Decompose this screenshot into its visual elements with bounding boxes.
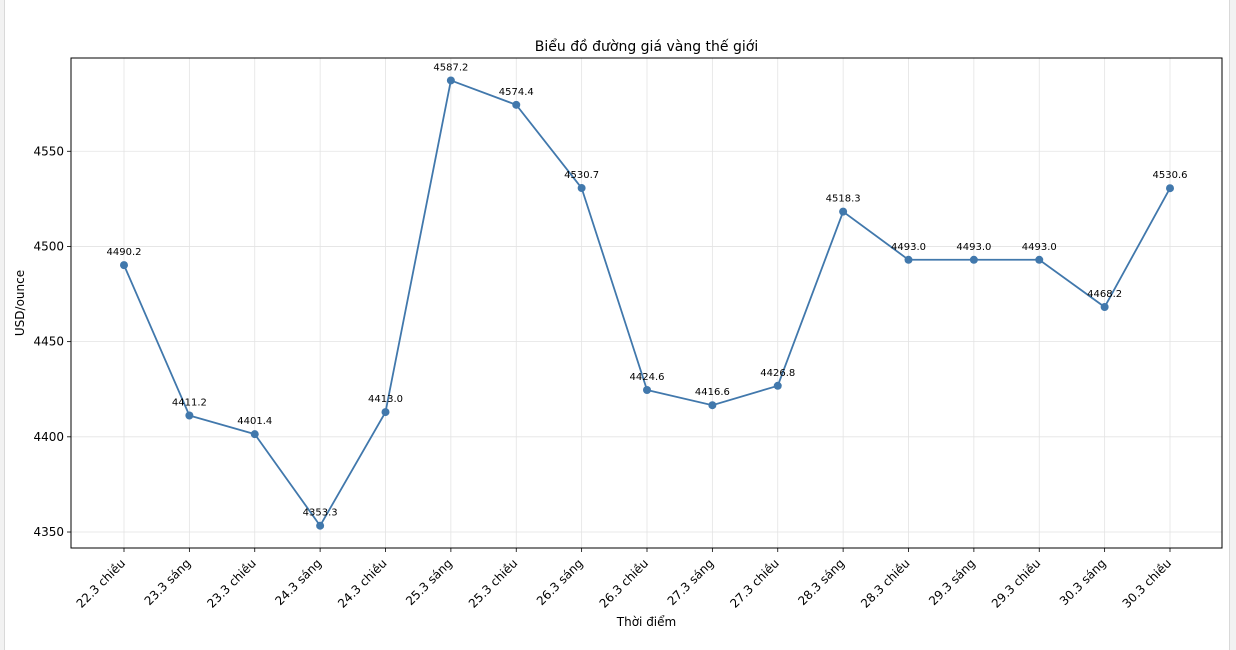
- x-tick-label: 26.3 chiều: [597, 556, 651, 610]
- x-tick-label: 24.3 sáng: [272, 556, 324, 608]
- data-point: [185, 411, 194, 420]
- grid-lines: [71, 58, 1222, 548]
- x-tick-label: 30.3 sáng: [1057, 556, 1109, 608]
- data-label: 4490.2: [107, 247, 142, 258]
- x-tick-label: 29.3 chiều: [989, 556, 1043, 610]
- chart-title: Biểu đồ đường giá vàng thế giới: [535, 38, 758, 55]
- x-tick-label: 26.3 sáng: [534, 556, 586, 608]
- data-point: [904, 255, 913, 264]
- x-tick-label: 24.3 chiều: [335, 556, 389, 610]
- data-point: [1100, 302, 1109, 311]
- x-tick-label: 28.3 sáng: [795, 556, 847, 608]
- data-point: [446, 76, 455, 85]
- data-point: [708, 401, 717, 410]
- data-point: [316, 521, 325, 530]
- data-label: 4493.0: [956, 242, 991, 253]
- data-point: [1166, 184, 1174, 193]
- x-axis-ticks: 22.3 chiều 23.3 sáng 23.3 chiều 24.3 sáng 24…: [74, 548, 1174, 611]
- y-tick-label: 4350: [33, 525, 64, 539]
- data-label: 4530.7: [564, 170, 599, 181]
- data-label: 4411.2: [172, 398, 207, 409]
- x-tick-label: 23.3 sáng: [142, 556, 194, 608]
- data-label: 4530.6: [1153, 170, 1188, 181]
- data-point: [512, 100, 521, 109]
- data-point: [250, 430, 259, 439]
- x-tick-label: 23.3 chiều: [204, 556, 258, 610]
- y-tick-label: 4550: [33, 144, 64, 158]
- y-tick-label: 4500: [33, 239, 64, 253]
- data-point: [969, 255, 978, 264]
- data-point: [1035, 255, 1044, 264]
- data-label: 4401.4: [237, 416, 272, 427]
- y-axis-ticks: 4350 4400 4450 4500 4550: [33, 144, 71, 539]
- data-label: 4424.6: [630, 372, 665, 383]
- data-labels: 4490.2 4411.2 4401.4 4353.3 4413.0 4587.2 4574…: [107, 62, 1188, 518]
- data-label: 4518.3: [826, 194, 861, 205]
- data-point: [773, 381, 782, 390]
- data-point: [839, 207, 848, 216]
- data-label: 4353.3: [303, 508, 338, 519]
- data-label: 4426.8: [760, 368, 795, 379]
- data-point: [381, 408, 390, 417]
- data-label: 4574.4: [499, 87, 534, 98]
- data-label: 4413.0: [368, 394, 403, 405]
- data-label: 4587.2: [433, 62, 468, 73]
- data-label: 4493.0: [891, 242, 926, 253]
- y-axis-label: USD/ounce: [13, 270, 27, 336]
- y-tick-label: 4450: [33, 335, 64, 349]
- x-tick-label: 28.3 chiều: [858, 556, 912, 610]
- data-point: [643, 385, 651, 394]
- y-tick-label: 4400: [33, 430, 64, 444]
- x-tick-label: 22.3 chiều: [74, 556, 128, 610]
- x-tick-label: 25.3 sáng: [403, 556, 455, 608]
- chart-frame: 4490.2 4411.2 4401.4 4353.3 4413.0 4587.2 4574…: [4, 0, 1230, 650]
- data-label: 4493.0: [1022, 242, 1057, 253]
- data-label: 4468.2: [1087, 289, 1122, 300]
- data-points: [120, 76, 1174, 530]
- x-axis-label: Thời điểm: [616, 615, 676, 629]
- x-tick-label: 25.3 chiều: [466, 556, 520, 610]
- x-tick-label: 27.3 sáng: [665, 556, 717, 608]
- data-point: [577, 184, 586, 193]
- data-label: 4416.6: [695, 387, 730, 398]
- x-tick-label: 30.3 chiều: [1120, 556, 1174, 610]
- line-chart: 4490.2 4411.2 4401.4 4353.3 4413.0 4587.2 4574…: [13, 38, 1223, 629]
- x-tick-label: 27.3 chiều: [727, 556, 781, 610]
- plot-area: [70, 57, 1223, 549]
- x-tick-label: 29.3 sáng: [926, 556, 978, 608]
- data-point: [120, 261, 128, 270]
